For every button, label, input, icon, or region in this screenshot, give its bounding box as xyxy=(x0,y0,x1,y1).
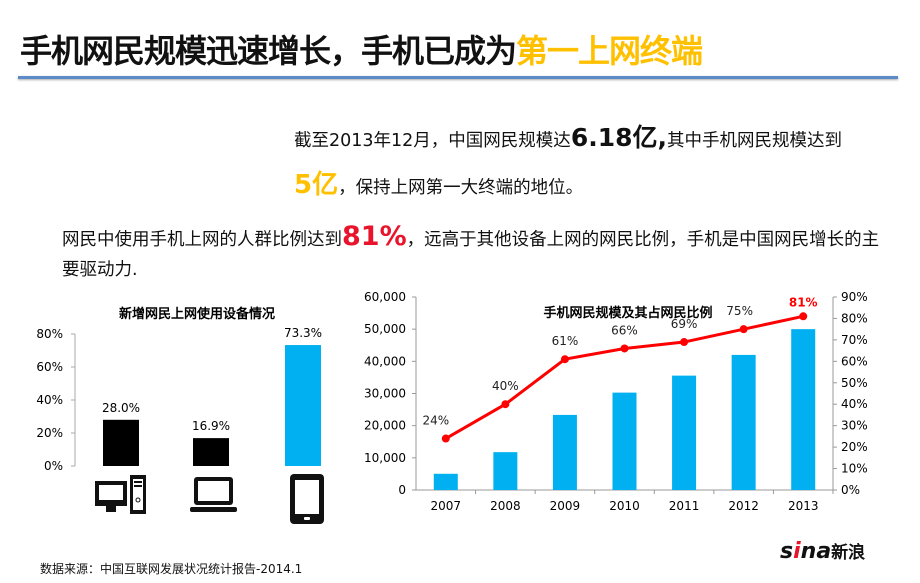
x-tick-label: 2012 xyxy=(728,499,759,513)
desktop-computer-icon xyxy=(95,475,146,514)
line-label: 66% xyxy=(611,323,638,337)
text: 截至2013年12月，中国网民规模达 xyxy=(294,131,571,151)
bar xyxy=(193,438,229,466)
x-tick-label: 2007 xyxy=(431,499,462,513)
bar xyxy=(103,419,139,466)
line-label: 61% xyxy=(552,334,579,348)
bar xyxy=(612,392,637,490)
y2-tick-label: 70% xyxy=(841,333,868,347)
y2-tick-label: 20% xyxy=(841,440,868,454)
line-label: 75% xyxy=(726,304,753,318)
bar-label: 16.9% xyxy=(192,419,230,433)
bar xyxy=(672,375,697,490)
line-point xyxy=(560,355,569,364)
mobile-users-value: 5亿 xyxy=(294,170,339,200)
x-tick-label: 2011 xyxy=(669,499,700,513)
sina-logo: sina新浪 xyxy=(780,539,866,564)
title-main: 手机网民规模迅速增长，手机已成为 xyxy=(20,32,517,70)
line-label: 40% xyxy=(492,379,519,393)
tablet-phone-icon xyxy=(290,474,324,524)
bar xyxy=(791,329,816,490)
title-highlight: 第一上网终端 xyxy=(516,32,703,70)
y-tick-label: 20,000 xyxy=(364,419,406,433)
y2-tick-label: 0% xyxy=(841,483,860,497)
y2-tick-label: 80% xyxy=(841,311,868,325)
y-tick-label: 20% xyxy=(36,426,63,440)
line-label: 69% xyxy=(671,317,698,331)
x-tick-label: 2008 xyxy=(490,499,521,513)
line-point xyxy=(441,434,450,443)
slide-title: 手机网民规模迅速增长，手机已成为第一上网终端 xyxy=(20,26,703,72)
bar xyxy=(433,473,458,490)
text: 其中手机网民规模达到 xyxy=(667,131,842,151)
line-label: 81% xyxy=(789,295,818,309)
y-tick-label: 30,000 xyxy=(364,387,406,401)
y-tick-label: 10,000 xyxy=(364,451,406,465)
mobile-ratio-value: 81% xyxy=(342,221,407,252)
line-point xyxy=(620,344,629,353)
line-point xyxy=(501,400,510,409)
y2-tick-label: 50% xyxy=(841,376,868,390)
logo-cn: 新浪 xyxy=(831,543,866,563)
x-tick-label: 2010 xyxy=(609,499,640,513)
data-source: 数据来源：中国互联网发展状况统计报告-2014.1 xyxy=(40,562,303,576)
y-tick-label: 0 xyxy=(398,483,406,497)
summary-paragraph-2: 网民中使用手机上网的人群比例达到81%，远高于其他设备上网的网民比例，手机是中国… xyxy=(62,222,892,285)
y-tick-label: 40,000 xyxy=(364,354,406,368)
y-tick-label: 60,000 xyxy=(364,290,406,304)
bar-label: 28.0% xyxy=(102,401,140,415)
y-tick-label: 80% xyxy=(36,327,63,341)
y2-tick-label: 90% xyxy=(841,290,868,304)
text: ，保持上网第一大终端的地位。 xyxy=(338,178,584,198)
title-divider xyxy=(18,76,898,79)
chart-title: 新增网民上网使用设备情况 xyxy=(119,306,275,322)
y2-tick-label: 30% xyxy=(841,419,868,433)
mobile-users-chart: 0 10,000 20,000 30,000 40,000 50,000 60,000 0% 1… xyxy=(364,290,868,513)
device-chart: 新增网民上网使用设备情况 0% 20% 40% 60% 80% 28.0% 16.9% 73.3… xyxy=(36,306,324,524)
laptop-icon xyxy=(190,477,237,512)
line-label: 24% xyxy=(422,414,449,428)
text: 网民中使用手机上网的人群比例达到 xyxy=(62,230,342,250)
bar xyxy=(552,414,577,490)
y-tick-label: 0% xyxy=(44,459,63,473)
line-point xyxy=(799,312,808,321)
line-point xyxy=(739,325,748,334)
summary-paragraph-1: 截至2013年12月，中国网民规模达6.18亿,其中手机网民规模达到 5亿，保持上… xyxy=(294,116,854,210)
y2-tick-label: 60% xyxy=(841,354,868,368)
bar xyxy=(285,345,321,466)
chart-title: 手机网民规模及其占网民比例 xyxy=(543,305,712,321)
x-tick-label: 2009 xyxy=(550,499,581,513)
text: ，远高于其他设备上网的网民比例，手机是中国网民增长的主要驱动力. xyxy=(62,230,880,280)
y2-tick-label: 10% xyxy=(841,462,868,476)
y-tick-label: 50,000 xyxy=(364,322,406,336)
bar-label: 73.3% xyxy=(284,326,322,340)
x-tick-label: 2013 xyxy=(788,499,819,513)
bar xyxy=(731,354,756,490)
line-point xyxy=(680,338,689,347)
y-tick-label: 60% xyxy=(36,360,63,374)
total-users-value: 6.18亿, xyxy=(570,123,667,152)
y-tick-label: 40% xyxy=(36,393,63,407)
y2-tick-label: 40% xyxy=(841,397,868,411)
bar xyxy=(493,452,518,490)
